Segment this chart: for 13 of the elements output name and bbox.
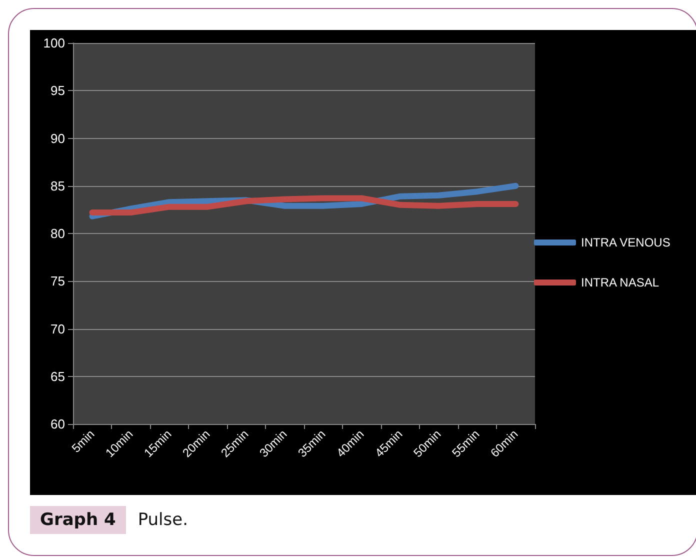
legend-label: INTRA NASAL bbox=[580, 276, 660, 290]
y-tick-label: 95 bbox=[50, 83, 65, 98]
y-tick-label: 85 bbox=[50, 178, 65, 194]
y-tick-label: 60 bbox=[50, 416, 65, 432]
text: Graph 4 bbox=[30, 506, 126, 534]
text: Pulse. bbox=[138, 510, 188, 530]
y-tick-label: 80 bbox=[50, 226, 65, 241]
y-tick-label: 100 bbox=[43, 36, 65, 50]
y-tick-label: 65 bbox=[50, 368, 65, 384]
y-tick-label: 75 bbox=[50, 274, 65, 289]
legend-label: INTRA VENOUS bbox=[580, 236, 670, 250]
y-tick-label: 70 bbox=[50, 321, 65, 336]
y-tick-label: 90 bbox=[50, 130, 65, 146]
